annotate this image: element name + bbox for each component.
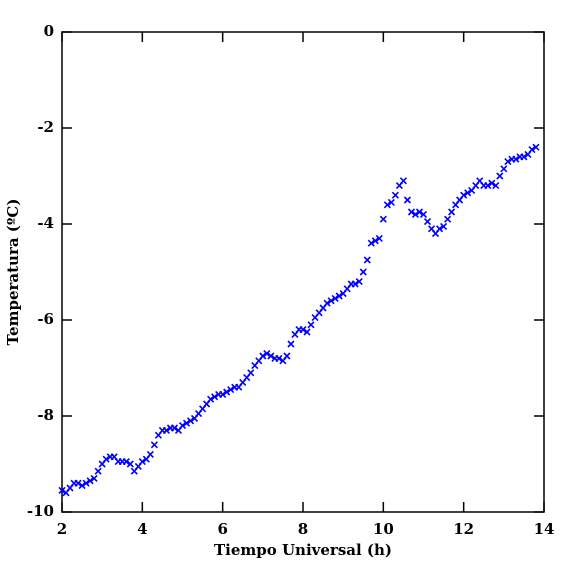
point — [411, 210, 420, 218]
point — [86, 477, 94, 485]
point — [460, 191, 468, 199]
y-axis-label: Temperatura (ºC) — [4, 199, 22, 346]
point — [371, 237, 379, 245]
point — [403, 196, 411, 204]
point — [299, 326, 307, 334]
x-tick-label: 10 — [373, 520, 394, 538]
x-tick-label: 2 — [57, 520, 67, 538]
point — [532, 143, 540, 151]
point — [399, 177, 407, 185]
point — [379, 215, 387, 223]
point — [287, 340, 295, 348]
point — [74, 479, 82, 487]
point — [122, 458, 130, 466]
point — [448, 208, 456, 216]
y-tick-label: 0 — [44, 22, 54, 40]
point — [375, 234, 383, 242]
point — [283, 352, 291, 360]
point — [327, 297, 335, 305]
y-tick-label: -2 — [37, 118, 54, 136]
point — [267, 352, 275, 360]
point — [419, 210, 428, 218]
point — [227, 386, 235, 394]
point — [78, 482, 86, 490]
point — [58, 486, 66, 494]
point — [391, 191, 399, 199]
point — [82, 479, 90, 487]
point — [367, 239, 375, 247]
plot-frame — [61, 31, 545, 513]
y-tick-label: -4 — [37, 214, 54, 232]
point — [436, 225, 444, 233]
point — [247, 369, 255, 377]
point — [444, 215, 452, 223]
point — [162, 426, 170, 434]
point — [512, 155, 520, 163]
point — [440, 222, 448, 230]
point — [504, 158, 512, 166]
point — [464, 189, 472, 197]
point — [520, 153, 528, 161]
point — [323, 299, 331, 307]
point — [150, 441, 158, 449]
point — [303, 328, 311, 336]
point — [359, 268, 367, 276]
point — [363, 256, 371, 264]
point — [492, 182, 500, 190]
x-tick-label: 12 — [453, 520, 474, 538]
point — [528, 146, 536, 154]
point — [263, 350, 271, 358]
point — [182, 419, 191, 427]
y-tick-label: -8 — [37, 406, 54, 424]
point — [211, 393, 219, 401]
x-tick-label: 6 — [217, 520, 227, 538]
point — [423, 218, 432, 226]
point — [275, 354, 283, 362]
point — [102, 455, 110, 463]
point — [186, 417, 195, 425]
point — [488, 179, 496, 187]
point — [170, 424, 179, 432]
x-tick-label: 8 — [298, 520, 308, 538]
point — [484, 182, 492, 190]
point — [355, 278, 363, 286]
point — [496, 172, 504, 180]
point — [207, 395, 215, 403]
point — [223, 388, 231, 396]
point — [500, 165, 508, 173]
point — [126, 460, 134, 468]
point — [219, 390, 227, 398]
point — [259, 352, 267, 360]
y-tick-label: -10 — [27, 502, 54, 520]
point — [307, 321, 315, 329]
point — [387, 198, 395, 206]
point — [415, 208, 424, 216]
point — [331, 294, 339, 302]
point — [351, 280, 359, 288]
point — [138, 458, 146, 466]
y-tick-label: -6 — [37, 310, 54, 328]
x-axis-label: Tiempo Universal (h) — [214, 541, 392, 559]
x-tick-label: 4 — [137, 520, 147, 538]
point — [407, 208, 416, 216]
point — [146, 450, 154, 458]
point — [335, 292, 343, 300]
point — [383, 201, 391, 209]
point — [90, 474, 98, 482]
point — [94, 467, 102, 475]
point — [178, 422, 187, 430]
x-tick-label: 14 — [534, 520, 555, 538]
